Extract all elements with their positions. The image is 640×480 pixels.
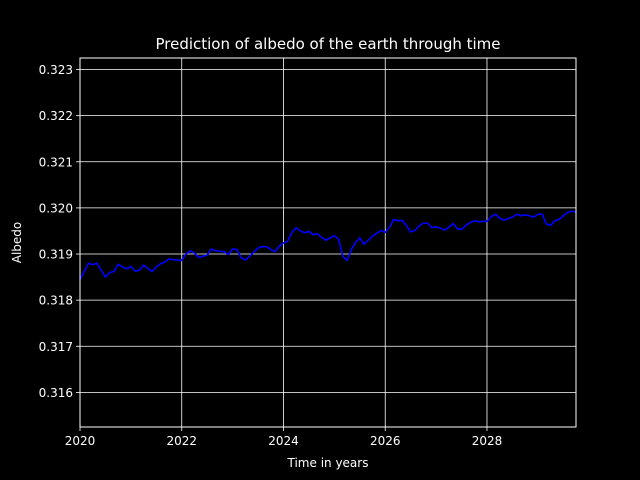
y-tick-label: 0.322 [39,109,73,123]
x-axis-label: Time in years [287,456,369,470]
y-axis-ticks: 0.316 0.317 0.318 0.319 0.320 0.321 0.322 0.323 [39,63,80,400]
x-tick-label: 2028 [472,434,503,448]
x-tick-label: 2024 [268,434,299,448]
y-tick-label: 0.317 [39,340,73,354]
y-tick-label: 0.319 [39,248,73,262]
y-tick-label: 0.320 [39,201,73,215]
albedo-series-line [79,210,577,280]
series-layer [79,210,577,280]
y-tick-label: 0.318 [39,294,73,308]
x-tick-label: 2026 [370,434,401,448]
y-axis-label: Albedo [10,222,24,264]
chart-title: Prediction of albedo of the earth throug… [155,35,500,53]
y-tick-label: 0.316 [39,386,73,400]
x-tick-label: 2022 [166,434,197,448]
plot-area [80,58,576,427]
plot-frame [79,57,577,428]
y-tick-label: 0.323 [39,63,73,77]
y-tick-label: 0.321 [39,155,73,169]
x-tick-label: 2020 [65,434,96,448]
x-axis-ticks: 2020 2022 2024 2026 2028 [65,427,503,448]
